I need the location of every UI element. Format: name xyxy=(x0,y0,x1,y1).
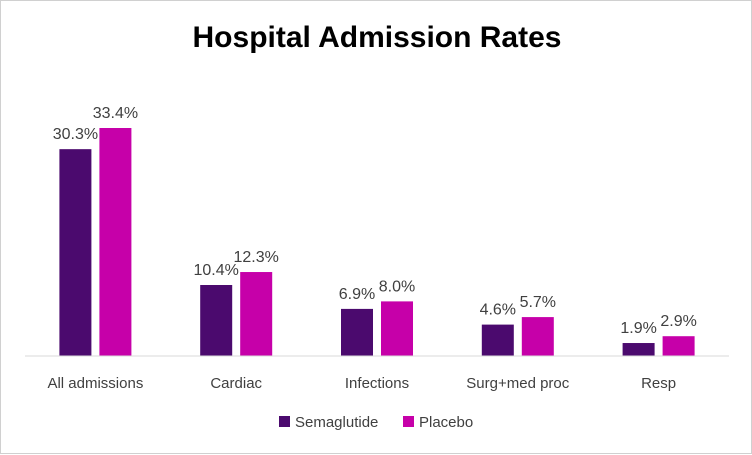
bar-semaglutide-3 xyxy=(481,324,514,356)
legend: Semaglutide Placebo xyxy=(279,414,473,431)
category-labels-group: All admissions Cardiac Infections Surg+med … xyxy=(47,375,676,392)
category-label-4: Resp xyxy=(641,375,676,392)
bars-group xyxy=(59,128,695,356)
bar-placebo-0 xyxy=(99,128,132,356)
bar-semaglutide-4 xyxy=(622,343,655,356)
bar-placebo-3 xyxy=(521,317,554,356)
data-label-placebo-3: 5.7% xyxy=(520,294,556,311)
legend-swatch-placebo xyxy=(403,416,414,427)
category-label-1: Cardiac xyxy=(210,375,262,392)
legend-label-placebo: Placebo xyxy=(419,414,473,431)
legend-label-semaglutide: Semaglutide xyxy=(295,414,378,431)
bar-semaglutide-0 xyxy=(59,149,92,356)
data-label-placebo-0: 33.4% xyxy=(93,105,138,122)
data-labels-group: 30.3% 33.4% 10.4%12.3% 6.9% 8.0% 4.6% 5.7% 1.9%… xyxy=(53,105,697,337)
bar-placebo-2 xyxy=(381,301,413,356)
bar-placebo-4 xyxy=(662,336,695,356)
data-label-semaglutide-2: 6.9% xyxy=(339,286,375,303)
data-label-semaglutide-3: 4.6% xyxy=(480,302,516,319)
category-label-0: All admissions xyxy=(47,375,143,392)
bar-placebo-1 xyxy=(240,272,273,356)
data-label-placebo-1: 12.3% xyxy=(234,249,279,266)
legend-swatch-semaglutide xyxy=(279,416,290,427)
chart-title: Hospital Admission Rates xyxy=(193,21,562,54)
data-label-placebo-4: 2.9% xyxy=(660,313,696,330)
category-label-2: Infections xyxy=(345,375,409,392)
data-label-semaglutide-1: 10.4% xyxy=(194,262,239,279)
bar-semaglutide-2 xyxy=(341,308,373,356)
data-label-semaglutide-4: 1.9% xyxy=(620,320,656,337)
category-label-3: Surg+med proc xyxy=(466,375,569,392)
data-label-semaglutide-0: 30.3% xyxy=(53,126,98,143)
bar-semaglutide-1 xyxy=(200,285,233,356)
data-label-placebo-2: 8.0% xyxy=(379,278,415,295)
